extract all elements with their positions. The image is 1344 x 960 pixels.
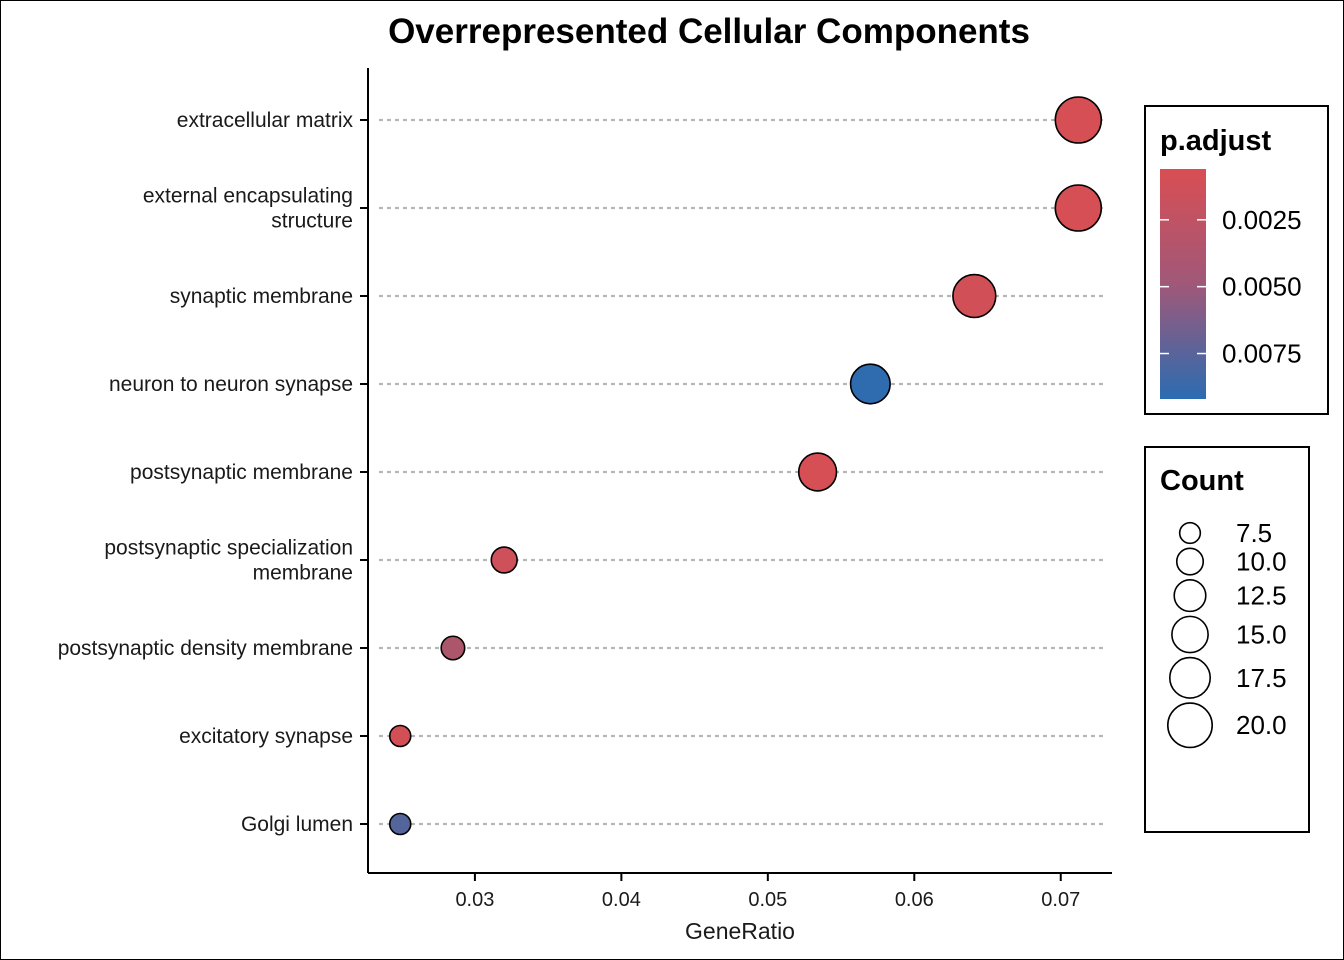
size-legend-circle: [1171, 615, 1209, 654]
x-axis: 0.03 0.04 0.05 0.06 0.07: [455, 873, 1080, 911]
x-tick-label: 0.04: [602, 889, 641, 911]
data-point: [490, 546, 518, 574]
size-legend-label: 10.0: [1236, 547, 1287, 577]
size-legend-label: 12.5: [1236, 581, 1287, 611]
data-point: [440, 635, 466, 661]
chart-title: Overrepresented Cellular Components: [388, 12, 1030, 51]
x-axis-title: GeneRatio: [685, 918, 795, 944]
data-point: [797, 452, 838, 492]
size-legend-circle: [1178, 521, 1202, 545]
x-tick-label: 0.07: [1041, 889, 1080, 911]
data-point: [849, 363, 891, 405]
color-legend: p.adjust 0.0025 0.0050 0.0075: [1144, 105, 1329, 415]
y-axis-labels: extracellular matrix external encapsulati…: [58, 109, 354, 836]
data-point: [1054, 184, 1103, 232]
y-tick-label: structure: [271, 210, 353, 233]
color-legend-label: 0.0025: [1222, 205, 1302, 235]
y-tick-label: postsynaptic density membrane: [58, 637, 353, 660]
color-legend-bar: [1160, 169, 1206, 399]
y-tick-label: Golgi lumen: [241, 813, 353, 836]
size-legend-keys: 7.510.0 12.5 15.0 17.5 20.0: [1167, 518, 1287, 749]
y-axis-ticks: [360, 119, 368, 825]
data-point: [952, 273, 997, 319]
size-legend-label: 7.5: [1236, 518, 1272, 548]
x-tick-label: 0.05: [748, 889, 787, 911]
y-tick-label: external encapsulating: [143, 185, 353, 208]
size-legend-label: 20.0: [1236, 710, 1287, 740]
size-legend-circle: [1167, 702, 1214, 749]
size-legend-label: 15.0: [1236, 619, 1287, 649]
y-tick-label: postsynaptic specialization: [104, 537, 353, 560]
y-tick-label: synaptic membrane: [170, 285, 353, 308]
size-legend-circle: [1175, 547, 1205, 576]
x-tick-label: 0.03: [455, 889, 494, 911]
size-legend-label: 17.5: [1236, 663, 1287, 693]
x-tick-label: 0.06: [895, 889, 934, 911]
y-tick-label: excitatory synapse: [179, 725, 353, 748]
data-point: [388, 812, 412, 836]
color-legend-label: 0.0075: [1222, 339, 1302, 369]
color-legend-title: p.adjust: [1160, 125, 1272, 157]
y-tick-label: extracellular matrix: [177, 109, 354, 132]
size-legend: Count 7.510.0 12.5 15.0 17.5 20.0: [1144, 446, 1310, 833]
size-legend-circle: [1173, 579, 1207, 613]
color-legend-label: 0.0050: [1222, 272, 1302, 302]
size-legend-circle: [1168, 656, 1212, 699]
y-tick-label: neuron to neuron synapse: [109, 373, 353, 396]
data-point: [388, 724, 412, 748]
size-legend-title: Count: [1160, 465, 1244, 497]
data-point: [1054, 96, 1103, 144]
gridlines: [378, 118, 1106, 826]
y-tick-label: postsynaptic membrane: [130, 461, 353, 484]
y-tick-label: membrane: [253, 562, 353, 585]
data-points: [388, 96, 1103, 836]
color-legend-ticks: 0.0025 0.0050 0.0075: [1160, 205, 1302, 369]
